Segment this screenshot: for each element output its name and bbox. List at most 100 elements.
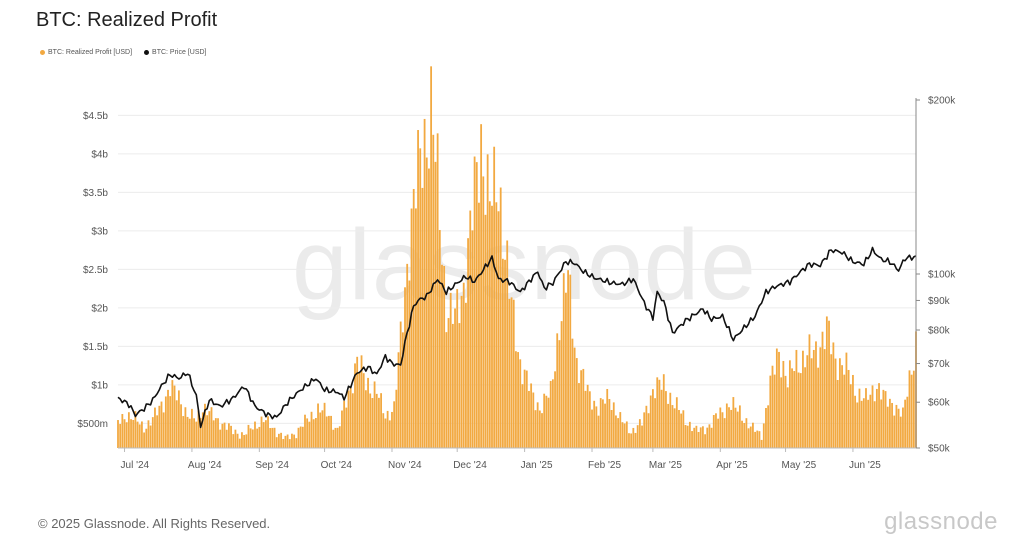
realized-profit-bar: [273, 427, 276, 448]
right-tick-label: $60k: [928, 398, 951, 409]
realized-profit-bar: [299, 426, 302, 448]
realized-profit-bar: [723, 418, 726, 448]
realized-profit-bar: [762, 423, 765, 448]
realized-profit-bar: [243, 434, 246, 448]
x-tick-label: Jan '25: [521, 460, 553, 471]
realized-profit-bar: [301, 426, 304, 448]
legend-item-realized-profit[interactable]: BTC: Realized Profit [USD]: [40, 49, 132, 56]
realized-profit-bar: [758, 431, 761, 448]
realized-profit-bar: [493, 146, 496, 448]
realized-profit-bar: [873, 401, 876, 448]
realized-profit-bar: [312, 419, 315, 448]
realized-profit-bar: [293, 434, 296, 448]
realized-profit-bar: [891, 402, 893, 448]
realized-profit-bar: [417, 130, 419, 448]
realized-profit-bar: [199, 418, 202, 448]
realized-profit-bar: [697, 432, 700, 448]
realized-profit-bar: [254, 421, 256, 448]
realized-profit-bar: [210, 407, 213, 448]
realized-profit-bar: [908, 370, 911, 448]
watermark: glassnode: [292, 209, 757, 321]
realized-profit-bar: [608, 399, 611, 448]
realized-profit-bar: [625, 421, 628, 448]
realized-profit-bar: [380, 393, 383, 448]
realized-profit-bar: [534, 410, 537, 448]
realized-profit-bar: [138, 424, 141, 448]
realized-profit-bar: [443, 265, 446, 448]
realized-profit-bar: [141, 421, 143, 448]
realized-profit-bar: [612, 402, 615, 448]
realized-profit-bar: [143, 432, 145, 448]
realized-profit-bar: [899, 416, 902, 448]
realized-profit-bar: [706, 427, 709, 448]
realized-profit-bar: [756, 430, 759, 448]
realized-profit-bar: [556, 333, 559, 448]
realized-profit-bar: [815, 341, 817, 448]
realized-profit-bar: [704, 434, 706, 448]
realized-profit-bar: [317, 403, 319, 448]
realized-profit-bar: [286, 434, 289, 448]
realized-profit-bar: [647, 413, 650, 448]
realized-profit-bar: [630, 433, 633, 448]
left-tick-label: $4.5b: [83, 111, 108, 122]
realized-profit-bar: [434, 161, 437, 448]
realized-profit-bar: [304, 414, 306, 448]
realized-profit-bar: [551, 379, 554, 448]
realized-profit-bar: [780, 377, 783, 448]
realized-profit-bar: [532, 392, 535, 448]
realized-profit-bar: [702, 426, 704, 448]
realized-profit-bar: [695, 425, 698, 448]
realized-profit-bar: [575, 358, 578, 448]
realized-profit-bar: [278, 433, 280, 448]
realized-profit-bar: [454, 308, 456, 448]
realized-profit-bar: [519, 359, 522, 448]
realized-profit-bar: [549, 380, 552, 448]
realized-profit-bar: [501, 258, 504, 448]
realized-profit-bar: [260, 416, 263, 448]
realized-profit-bar: [643, 412, 646, 448]
realized-profit-bar: [430, 66, 433, 448]
realized-profit-bar: [234, 429, 237, 448]
realized-profit-bar: [397, 352, 400, 448]
realized-profit-bar: [147, 420, 150, 448]
realized-profit-bar: [421, 187, 424, 448]
realized-profit-bar: [121, 414, 124, 448]
realized-profit-bar: [478, 202, 480, 448]
realized-profit-bar: [445, 332, 448, 448]
realized-profit-bar: [641, 425, 643, 448]
glassnode-logo: glassnode: [884, 508, 998, 535]
realized-profit-bar: [388, 420, 391, 448]
realized-profit-bar: [515, 351, 517, 448]
realized-profit-bar: [491, 205, 493, 448]
x-tick-label: Feb '25: [588, 460, 621, 471]
legend-item-price[interactable]: BTC: Price [USD]: [144, 49, 206, 56]
realized-profit-bar: [828, 320, 830, 448]
realized-profit-bar: [667, 403, 670, 448]
realized-profit-bar: [423, 118, 426, 448]
realized-profit-bar: [232, 434, 235, 448]
realized-profit-bar: [384, 418, 387, 448]
realized-profit-bar: [267, 416, 269, 448]
realized-profit-bar: [741, 420, 743, 448]
realized-profit-bar: [241, 432, 243, 448]
realized-profit-bar: [760, 439, 763, 448]
realized-profit-bar: [554, 371, 556, 448]
realized-profit-bar: [354, 363, 356, 448]
realized-profit-bar: [373, 381, 376, 448]
realized-profit-bar: [204, 403, 206, 448]
realized-profit-bar: [654, 398, 656, 448]
legend-dot-realized-profit: [40, 50, 45, 55]
realized-profit-bar: [693, 427, 696, 448]
realized-profit-bar: [847, 369, 850, 448]
realized-profit-bar: [838, 358, 841, 448]
realized-profit-bar: [530, 383, 533, 448]
realized-profit-bar: [806, 355, 809, 448]
realized-profit-bar: [482, 176, 485, 449]
realized-profit-bar: [475, 162, 478, 449]
realized-profit-bar: [467, 238, 469, 448]
realized-profit-bar: [541, 413, 543, 448]
realized-profit-bar: [832, 342, 835, 448]
realized-profit-bar: [538, 410, 541, 448]
realized-profit-bar: [682, 410, 685, 448]
realized-profit-bar: [738, 405, 741, 448]
